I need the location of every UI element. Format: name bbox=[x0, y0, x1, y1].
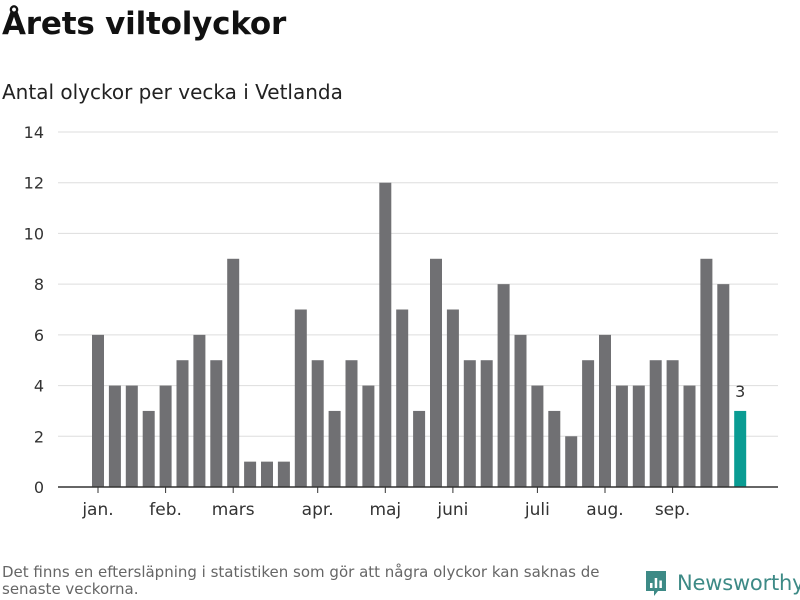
x-tick-label: aug. bbox=[586, 500, 623, 520]
bar bbox=[345, 360, 358, 487]
bar bbox=[311, 360, 324, 487]
bar bbox=[430, 258, 442, 487]
bar bbox=[463, 360, 476, 487]
x-tick-label: maj bbox=[369, 500, 401, 520]
y-tick-label: 0 bbox=[34, 478, 44, 497]
bar bbox=[497, 284, 510, 487]
bar bbox=[700, 258, 713, 487]
bar bbox=[328, 410, 341, 487]
bar bbox=[227, 258, 240, 487]
bar bbox=[244, 461, 257, 487]
newsworthy-logo-icon bbox=[646, 571, 666, 596]
bar bbox=[92, 334, 104, 487]
bar bbox=[261, 461, 273, 487]
bar bbox=[649, 360, 662, 487]
y-tick-label: 6 bbox=[34, 326, 44, 345]
bar bbox=[294, 309, 307, 487]
y-tick-label: 8 bbox=[34, 275, 44, 294]
x-tick-label: juni bbox=[436, 500, 468, 520]
bar-highlight bbox=[734, 410, 747, 487]
bar bbox=[531, 385, 544, 487]
bar bbox=[446, 309, 459, 487]
bar bbox=[176, 360, 189, 487]
bar bbox=[480, 360, 493, 487]
y-tick-label: 4 bbox=[34, 377, 44, 396]
bar bbox=[514, 334, 527, 487]
x-tick-label: juli bbox=[524, 500, 550, 520]
bar bbox=[362, 385, 375, 487]
x-tick-label: apr. bbox=[302, 500, 334, 520]
chart-subtitle: Antal olyckor per vecka i Vetlanda bbox=[2, 80, 343, 104]
bar bbox=[615, 385, 628, 487]
x-tick-label: jan. bbox=[81, 500, 113, 520]
bar bbox=[666, 360, 679, 487]
data-label: 3 bbox=[735, 382, 745, 401]
x-tick-label: feb. bbox=[149, 500, 182, 520]
footnote: Det finns en eftersläpning i statistiken… bbox=[2, 563, 600, 598]
brand[interactable]: Newsworthy bbox=[644, 569, 800, 597]
brand-name: Newsworthy bbox=[677, 571, 800, 595]
page-title: Årets viltolyckor bbox=[2, 6, 287, 42]
bar bbox=[582, 360, 595, 487]
bar bbox=[142, 410, 155, 487]
bar bbox=[125, 385, 138, 487]
y-tick-label: 2 bbox=[34, 427, 44, 446]
bar bbox=[413, 410, 426, 487]
bar bbox=[108, 385, 121, 487]
x-tick-label: sep. bbox=[655, 500, 691, 520]
bar bbox=[632, 385, 645, 487]
bar bbox=[548, 410, 561, 487]
bar bbox=[379, 182, 392, 487]
y-tick-label: 12 bbox=[24, 174, 44, 193]
bar bbox=[683, 385, 696, 487]
bar bbox=[159, 385, 172, 487]
x-tick-label: mars bbox=[212, 500, 255, 520]
bar bbox=[193, 334, 206, 487]
bar-chart: 0 2 4 6 8 10 12 14 3 jan. feb. mars apr. maj juni juli a… bbox=[24, 123, 778, 520]
bar bbox=[599, 334, 611, 487]
bar bbox=[717, 284, 730, 487]
y-tick-label: 14 bbox=[24, 123, 44, 142]
y-tick-label: 10 bbox=[24, 224, 44, 243]
bar bbox=[277, 461, 290, 487]
bar bbox=[565, 436, 578, 487]
bar bbox=[396, 309, 409, 487]
bar bbox=[210, 360, 223, 487]
